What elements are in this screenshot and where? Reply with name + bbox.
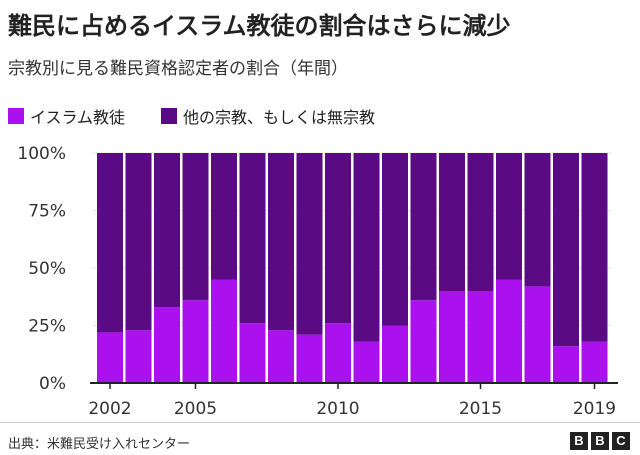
logo-letter: B: [591, 432, 609, 450]
bar-segment-muslim: [154, 307, 180, 383]
legend-swatch-other: [161, 108, 178, 124]
bar-segment-muslim: [553, 346, 579, 383]
y-tick-label: 75%: [28, 202, 66, 222]
bar-segment-muslim: [268, 330, 294, 383]
y-tick-label: 50%: [28, 259, 66, 279]
bar-segment-other: [154, 153, 180, 308]
bar-segment-muslim: [496, 279, 522, 383]
legend-swatch-muslim: [8, 108, 24, 124]
bar-segment-muslim: [182, 300, 209, 383]
x-tick-label: 2010: [316, 399, 359, 419]
bar-segment-muslim: [581, 341, 608, 383]
x-tick-label: 2002: [88, 399, 131, 419]
bar-segment-muslim: [211, 279, 237, 383]
footer: 出典：米難民受け入れセンター B B C: [0, 422, 640, 455]
bar-segment-muslim: [467, 291, 494, 383]
x-tick-label: 2015: [459, 399, 502, 419]
bar-segment-other: [553, 153, 579, 347]
y-tick-label: 0%: [39, 374, 66, 394]
bbc-logo: B B C: [567, 432, 630, 450]
bar-segment-muslim: [239, 323, 266, 383]
legend-label-other: 他の宗教、もしくは無宗教: [183, 108, 376, 127]
bar-segment-other: [97, 153, 123, 333]
bar-segment-other: [239, 153, 266, 324]
bar-segment-muslim: [325, 323, 351, 383]
bar-segment-other: [125, 153, 152, 331]
legend-item-muslim: イスラム教徒: [8, 104, 125, 128]
chart-title: 難民に占めるイスラム教徒の割合はさらに減少: [8, 12, 511, 40]
bar-segment-muslim: [382, 325, 408, 383]
bar-segment-other: [496, 153, 522, 280]
legend-item-other: 他の宗教、もしくは無宗教: [161, 104, 375, 128]
bar-segment-other: [182, 153, 209, 301]
bar-segment-other: [325, 153, 351, 324]
logo-letter: B: [570, 432, 588, 450]
x-tick-label: 2019: [573, 399, 616, 419]
bar-segment-muslim: [439, 291, 465, 383]
y-tick-label: 100%: [17, 144, 66, 164]
bar-segment-muslim: [524, 286, 551, 383]
x-tick-label: 2005: [174, 399, 217, 419]
stacked-bar-chart: 0% 25% 50% 75% 100% 2002 2005 2010 2015 2019: [17, 144, 618, 419]
bar-segment-muslim: [410, 300, 437, 383]
bar-segment-muslim: [296, 334, 323, 383]
bar-segment-other: [296, 153, 323, 335]
bar-segment-other: [353, 153, 380, 342]
bar-segment-muslim: [353, 341, 380, 383]
logo-letter: C: [612, 432, 630, 450]
bar-segment-other: [410, 153, 437, 301]
bar-segment-other: [467, 153, 494, 291]
bar-segment-other: [581, 153, 608, 342]
bar-segment-other: [268, 153, 294, 331]
bar-segment-other: [382, 153, 408, 326]
bar-segment-muslim: [97, 332, 123, 383]
source-note: 出典：米難民受け入れセンター: [8, 437, 191, 452]
y-tick-label: 25%: [28, 317, 66, 337]
chart-subtitle: 宗教別に見る難民資格認定者の割合（年間）: [8, 59, 348, 79]
bar-segment-other: [524, 153, 551, 287]
bar-segment-other: [439, 153, 465, 291]
bar-segment-other: [211, 153, 237, 280]
legend: イスラム教徒 他の宗教、もしくは無宗教: [8, 104, 411, 128]
legend-label-muslim: イスラム教徒: [30, 108, 126, 127]
bar-segment-muslim: [125, 330, 152, 383]
